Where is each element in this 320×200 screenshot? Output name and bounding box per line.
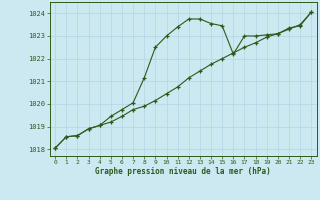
X-axis label: Graphe pression niveau de la mer (hPa): Graphe pression niveau de la mer (hPa) (95, 167, 271, 176)
